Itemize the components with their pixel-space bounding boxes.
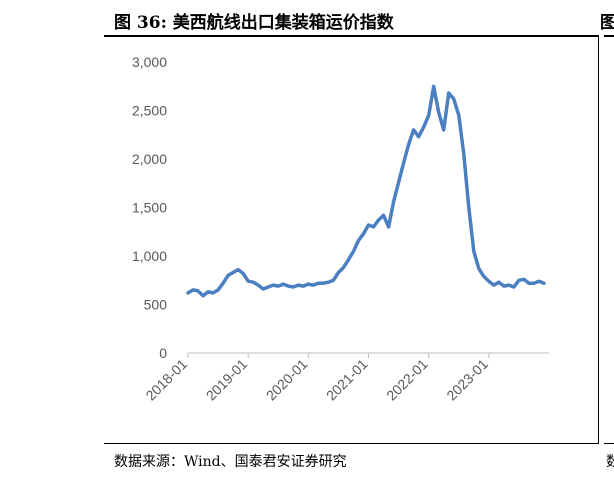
y-tick-label: 0 (159, 345, 167, 361)
series-group (186, 84, 546, 298)
y-tick-label: 3,000 (132, 54, 167, 70)
y-axis: 0 500 1,000 1,500 2,000 2,500 3,000 (132, 54, 167, 361)
adjacent-bottom-rule (604, 443, 614, 444)
x-tick-label: 2019-01 (203, 356, 251, 404)
adjacent-source-fragment: 数 (606, 454, 614, 470)
bottom-rule (104, 443, 598, 444)
y-tick-label: 2,500 (132, 103, 167, 119)
x-tick-label: 2020-01 (263, 356, 311, 404)
x-tick-label: 2018-01 (142, 356, 190, 404)
y-tick-label: 1,500 (132, 200, 167, 216)
column-divider (598, 35, 599, 444)
figure-title: 图 36: 美西航线出口集装箱运价指数 (114, 13, 394, 33)
y-tick-label: 1,000 (132, 248, 167, 264)
x-axis: 2018-01 2019-01 2020-01 2021-01 2022-01 2023-… (142, 352, 549, 404)
adjacent-top-rule (604, 35, 614, 37)
source-note: 数据来源：Wind、国泰君安证券研究 (114, 454, 347, 470)
adjacent-figure-title-fragment: 图 (600, 13, 614, 33)
x-tick-label: 2023-01 (443, 356, 491, 404)
series-line (186, 84, 546, 298)
x-tick-label: 2021-01 (323, 356, 371, 404)
top-rule (104, 35, 598, 37)
x-tick-label: 2022-01 (383, 356, 431, 404)
y-tick-label: 2,000 (132, 151, 167, 167)
y-tick-label: 500 (144, 297, 168, 313)
